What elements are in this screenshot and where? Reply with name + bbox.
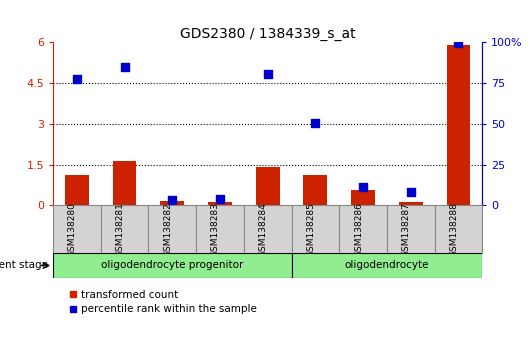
Point <box>216 196 224 202</box>
Text: GSM138285: GSM138285 <box>306 202 315 257</box>
Bar <box>112 161 137 205</box>
Bar <box>244 205 292 253</box>
Text: GSM138287: GSM138287 <box>402 202 411 257</box>
Bar <box>196 205 244 253</box>
Text: GSM138280: GSM138280 <box>68 202 77 257</box>
Bar <box>101 205 148 253</box>
Bar <box>65 176 89 205</box>
Bar <box>303 176 327 205</box>
Bar <box>387 205 435 253</box>
Text: development stage: development stage <box>0 261 48 270</box>
Text: oligodendrocyte: oligodendrocyte <box>344 261 429 270</box>
Bar <box>435 205 482 253</box>
Bar <box>339 205 387 253</box>
Legend: transformed count, percentile rank within the sample: transformed count, percentile rank withi… <box>69 290 257 314</box>
Point <box>73 76 81 82</box>
Bar <box>255 167 280 205</box>
Bar <box>292 205 339 253</box>
Bar <box>160 201 184 205</box>
Bar <box>53 253 292 278</box>
Bar <box>446 45 471 205</box>
Text: GSM138281: GSM138281 <box>116 202 125 257</box>
Text: oligodendrocyte progenitor: oligodendrocyte progenitor <box>101 261 243 270</box>
Text: GSM138284: GSM138284 <box>259 202 268 257</box>
Text: GSM138286: GSM138286 <box>354 202 363 257</box>
Text: GSM138282: GSM138282 <box>163 202 172 257</box>
Text: GSM138288: GSM138288 <box>449 202 458 257</box>
Point <box>263 71 272 76</box>
Point <box>407 189 415 195</box>
Point <box>454 40 463 46</box>
Bar <box>399 202 422 205</box>
Point <box>359 184 367 190</box>
Point <box>120 64 129 70</box>
Bar <box>148 205 196 253</box>
Bar <box>208 202 232 205</box>
Bar <box>53 205 101 253</box>
Point <box>168 198 176 203</box>
Bar <box>351 190 375 205</box>
Title: GDS2380 / 1384339_s_at: GDS2380 / 1384339_s_at <box>180 28 356 41</box>
Bar <box>292 253 482 278</box>
Point <box>311 120 320 125</box>
Text: GSM138283: GSM138283 <box>211 202 220 257</box>
